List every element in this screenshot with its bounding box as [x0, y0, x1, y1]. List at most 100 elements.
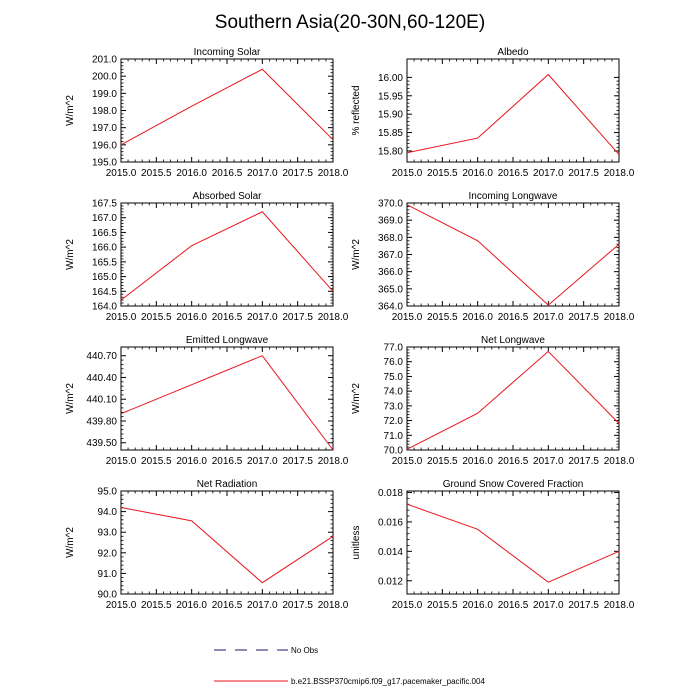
- y-tick-label: 16.00: [378, 73, 403, 84]
- series-line-albedo: [406, 73, 620, 155]
- x-tick-label: 2018.0: [318, 312, 349, 323]
- x-tick-label: 2017.5: [568, 456, 599, 467]
- x-tick-label: 2016.5: [212, 600, 243, 611]
- y-tick-label: 93.0: [98, 528, 118, 539]
- y-tick-label: 0.018: [378, 488, 403, 499]
- y-tick-label: 15.80: [378, 146, 403, 157]
- x-tick-label: 2015.0: [106, 168, 137, 179]
- x-tick-label: 2017.0: [247, 456, 278, 467]
- panel-title-absorbed-solar: Absorbed Solar: [193, 191, 263, 202]
- x-tick-label: 2016.5: [212, 168, 243, 179]
- series-line-ground-snow-covered-fraction: [406, 503, 620, 583]
- y-tick-label: 364.0: [378, 302, 403, 313]
- x-tick-label: 2017.0: [533, 312, 564, 323]
- x-tick-label: 2016.5: [498, 456, 529, 467]
- panel-absorbed-solar: Absorbed Solar W/m^2 2015.0 2015.5 2016.0 201…: [65, 191, 349, 323]
- panel-emitted-longwave: Emitted Longwave W/m^2 2015.0 2015.5 2016.0 2…: [65, 335, 349, 467]
- y-axis-label-albedo: % reflected: [351, 85, 362, 135]
- y-tick-label: 0.012: [378, 576, 403, 587]
- y-axis-label-incoming-solar: W/m^2: [65, 95, 76, 126]
- x-tick-label: 2018.0: [604, 312, 635, 323]
- y-tick-label: 440.70: [86, 351, 117, 362]
- x-tick-label: 2015.0: [106, 600, 137, 611]
- panel-title-emitted-longwave: Emitted Longwave: [186, 335, 269, 346]
- x-tick-label: 2018.0: [318, 600, 349, 611]
- x-tick-label: 2016.0: [462, 312, 493, 323]
- x-tick-label: 2017.5: [282, 456, 313, 467]
- y-tick-label: 90.0: [98, 590, 118, 601]
- x-tick-label: 2017.5: [568, 600, 599, 611]
- y-tick-label: 167.5: [92, 199, 117, 210]
- y-tick-label: 167.0: [92, 213, 117, 224]
- x-tick-label: 2015.5: [141, 456, 172, 467]
- y-tick-label: 195.0: [92, 158, 117, 169]
- x-tick-label: 2017.5: [568, 168, 599, 179]
- panel-ground-snow-covered-fraction: Ground Snow Covered Fraction unitless 2015…: [351, 479, 635, 611]
- panel-title-net-longwave: Net Longwave: [481, 335, 545, 346]
- x-tick-label: 2015.0: [106, 456, 137, 467]
- series-line-net-radiation: [120, 507, 334, 584]
- x-tick-label: 2015.5: [141, 600, 172, 611]
- legend-no-obs-label: No Obs: [291, 646, 318, 655]
- x-tick-label: 2016.5: [498, 312, 529, 323]
- x-tick-label: 2018.0: [604, 600, 635, 611]
- y-tick-label: 198.0: [92, 106, 117, 117]
- panel-title-net-radiation: Net Radiation: [197, 479, 258, 490]
- x-tick-label: 2016.0: [176, 600, 207, 611]
- x-tick-label: 2015.0: [392, 600, 423, 611]
- x-tick-label: 2015.5: [427, 456, 458, 467]
- x-tick-label: 2018.0: [604, 456, 635, 467]
- x-tick-label: 2017.0: [533, 456, 564, 467]
- y-tick-label: 91.0: [98, 569, 118, 580]
- legend-model-label: b.e21.BSSP370cmip6.f09_g17.pacemaker_pac…: [291, 677, 485, 686]
- series-line-absorbed-solar: [120, 211, 334, 301]
- y-tick-label: 15.90: [378, 110, 403, 121]
- y-tick-label: 75.0: [384, 372, 404, 383]
- x-tick-label: 2018.0: [318, 456, 349, 467]
- y-tick-label: 76.0: [384, 357, 404, 368]
- y-tick-label: 77.0: [384, 343, 404, 354]
- x-tick-label: 2016.5: [498, 168, 529, 179]
- y-tick-label: 73.0: [384, 401, 404, 412]
- panel-net-longwave: Net Longwave W/m^2 2015.0 2015.5 2016.0 2016.…: [351, 335, 635, 467]
- y-tick-label: 92.0: [98, 548, 118, 559]
- y-axis-label-emitted-longwave: W/m^2: [65, 383, 76, 414]
- x-tick-label: 2016.5: [212, 456, 243, 467]
- x-tick-label: 2017.0: [533, 600, 564, 611]
- y-axis-label-incoming-longwave: W/m^2: [351, 239, 362, 270]
- y-tick-label: 367.0: [378, 250, 403, 261]
- x-tick-label: 2016.5: [498, 600, 529, 611]
- y-tick-label: 95.0: [98, 487, 118, 498]
- x-tick-label: 2017.5: [282, 600, 313, 611]
- y-tick-label: 15.95: [378, 91, 403, 102]
- x-tick-label: 2015.5: [141, 168, 172, 179]
- y-tick-label: 197.0: [92, 123, 117, 134]
- y-tick-label: 365.0: [378, 284, 403, 295]
- series-line-emitted-longwave: [120, 355, 334, 451]
- y-axis-label-net-longwave: W/m^2: [351, 383, 362, 414]
- x-tick-label: 2016.5: [212, 312, 243, 323]
- panel-title-ground-snow-covered-fraction: Ground Snow Covered Fraction: [443, 479, 584, 490]
- y-tick-label: 164.5: [92, 287, 117, 298]
- x-tick-label: 2017.0: [247, 168, 278, 179]
- x-tick-label: 2018.0: [318, 168, 349, 179]
- y-tick-label: 74.0: [384, 387, 404, 398]
- y-tick-label: 0.014: [378, 547, 403, 558]
- y-tick-label: 72.0: [384, 416, 404, 427]
- x-tick-label: 2017.5: [568, 312, 599, 323]
- panel-title-incoming-solar: Incoming Solar: [194, 47, 261, 58]
- x-tick-label: 2017.5: [282, 312, 313, 323]
- y-tick-label: 439.50: [86, 438, 117, 449]
- y-tick-label: 164.0: [92, 302, 117, 313]
- y-tick-label: 166.5: [92, 228, 117, 239]
- y-tick-label: 165.0: [92, 272, 117, 283]
- y-tick-label: 166.0: [92, 243, 117, 254]
- y-tick-label: 369.0: [378, 216, 403, 227]
- panel-title-albedo: Albedo: [497, 47, 529, 58]
- x-tick-label: 2016.0: [176, 456, 207, 467]
- y-tick-label: 368.0: [378, 233, 403, 244]
- x-tick-label: 2016.0: [176, 312, 207, 323]
- panel-incoming-solar: Incoming Solar W/m^2 2015.0 2015.5 2016.0 201…: [65, 47, 349, 179]
- x-tick-label: 2015.5: [427, 600, 458, 611]
